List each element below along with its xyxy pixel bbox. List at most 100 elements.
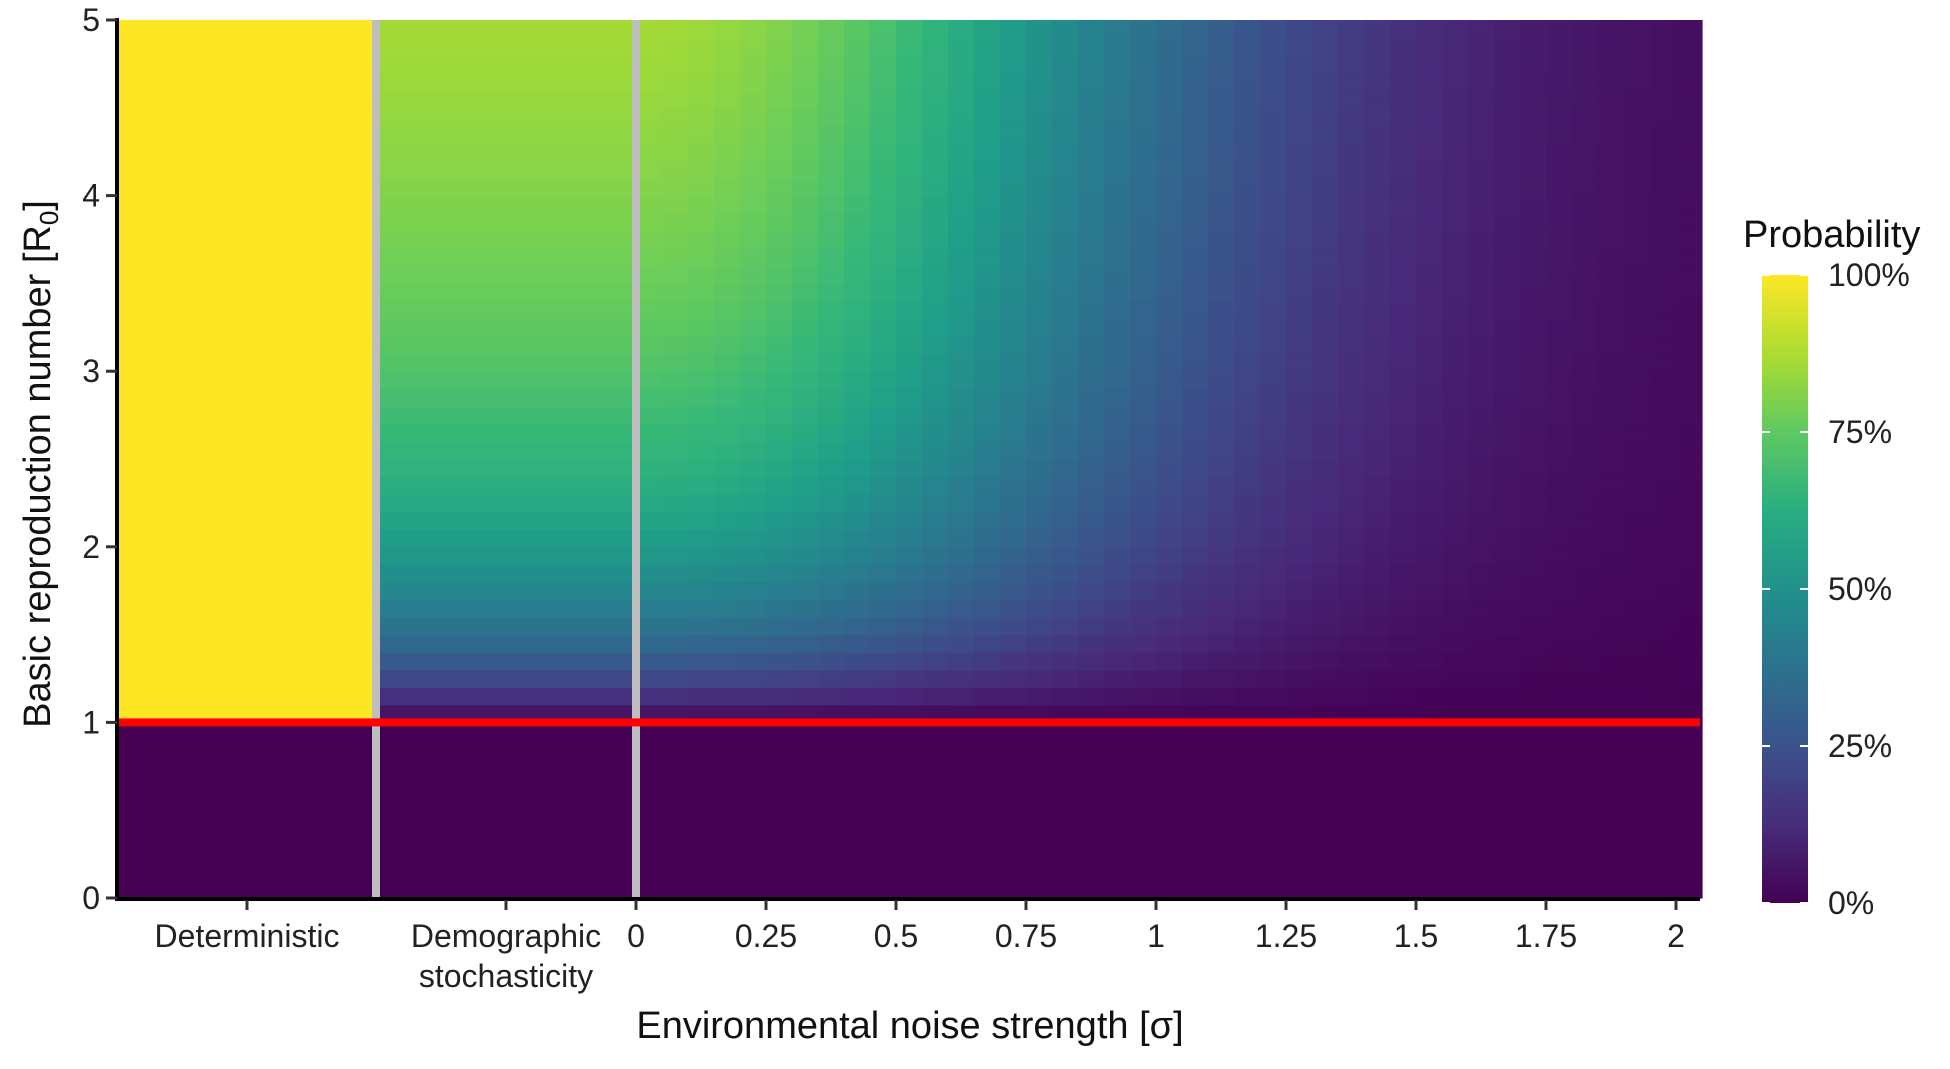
heat-cell-environmental xyxy=(1546,265,1573,284)
heat-cell-environmental xyxy=(1208,739,1235,759)
heat-cell-environmental xyxy=(1598,494,1625,513)
heat-cell-environmental xyxy=(792,230,819,249)
heat-cell-demographic xyxy=(376,441,636,460)
heat-cell-environmental xyxy=(1052,529,1079,548)
heat-cell-environmental xyxy=(714,476,741,495)
heat-cell-environmental xyxy=(1312,546,1339,565)
heat-cell-environmental xyxy=(1052,862,1079,882)
heat-cell-environmental xyxy=(1598,617,1625,636)
heat-cell-environmental xyxy=(662,652,689,671)
heat-cell-environmental xyxy=(1390,72,1417,91)
heat-cell-environmental xyxy=(1650,581,1677,601)
heat-cell-environmental xyxy=(1338,687,1365,706)
heat-cell-environmental xyxy=(922,511,949,530)
heat-cell-environmental xyxy=(636,160,663,179)
heat-cell-environmental xyxy=(1624,757,1651,776)
heat-cell-environmental xyxy=(740,722,767,741)
heat-cell-environmental xyxy=(1234,300,1261,320)
heat-cell-environmental xyxy=(1156,617,1183,636)
heat-cell-environmental xyxy=(1624,687,1651,706)
heat-cell-environmental xyxy=(974,318,1001,337)
heat-cell-environmental xyxy=(1208,336,1235,355)
heat-cell-environmental xyxy=(1000,283,1027,302)
heat-cell-environmental xyxy=(1234,775,1261,794)
heat-cell-environmental xyxy=(1078,529,1105,548)
heat-cell-environmental xyxy=(1390,757,1417,776)
heat-cell-environmental xyxy=(844,687,871,706)
heat-cell-environmental xyxy=(740,300,767,320)
heat-cell-environmental xyxy=(714,792,741,811)
heat-cell-environmental xyxy=(662,371,689,390)
heat-cell-environmental xyxy=(922,371,949,390)
heat-cell-environmental xyxy=(948,107,975,126)
heat-cell-environmental xyxy=(1676,652,1703,671)
heat-cell-environmental xyxy=(766,371,793,390)
heat-cell-environmental xyxy=(1598,318,1625,337)
heat-cell-environmental xyxy=(1572,371,1599,390)
heat-cell-environmental xyxy=(1546,55,1573,74)
heat-cell-environmental xyxy=(1052,37,1079,56)
heat-cell-environmental xyxy=(844,564,871,583)
heat-cell-environmental xyxy=(1494,283,1521,302)
heat-cell-environmental xyxy=(870,72,897,91)
heat-cell-environmental xyxy=(1572,265,1599,284)
heat-cell-environmental xyxy=(636,775,663,794)
heat-cell-environmental xyxy=(1416,230,1443,249)
heat-cell-environmental xyxy=(1572,423,1599,443)
heat-cell-environmental xyxy=(766,617,793,636)
heat-cell-environmental xyxy=(1234,757,1261,776)
heat-cell-environmental xyxy=(1546,687,1573,706)
heat-cell-environmental xyxy=(974,371,1001,390)
heat-cell-environmental xyxy=(1676,371,1703,390)
heat-cell-environmental xyxy=(1338,581,1365,601)
heat-cell-environmental xyxy=(1650,160,1677,179)
heat-cell-environmental xyxy=(1624,318,1651,337)
heat-cell-environmental xyxy=(1312,564,1339,583)
heat-cell-environmental xyxy=(766,599,793,618)
heat-cell-environmental xyxy=(1338,546,1365,565)
heat-cell-environmental xyxy=(870,775,897,794)
heat-cell-environmental xyxy=(1650,72,1677,91)
heat-cell-environmental xyxy=(1156,336,1183,355)
heat-cell-environmental xyxy=(1520,406,1547,425)
heat-cell-environmental xyxy=(1182,72,1209,91)
heat-cell-environmental xyxy=(1000,72,1027,91)
heat-cell-environmental xyxy=(714,20,741,39)
heat-cell-environmental xyxy=(1312,265,1339,284)
heat-cell-environmental xyxy=(870,406,897,425)
y-tick-label: 5 xyxy=(82,2,100,38)
heat-cell-environmental xyxy=(1182,792,1209,811)
heat-cell-environmental xyxy=(1520,336,1547,355)
heat-cell-environmental xyxy=(1572,37,1599,56)
heat-cell-environmental xyxy=(1494,845,1521,864)
heat-cell-environmental xyxy=(1676,827,1703,846)
heat-cell-environmental xyxy=(1182,178,1209,197)
heat-cell-environmental xyxy=(1208,459,1235,478)
heat-cell-environmental xyxy=(1650,230,1677,249)
heat-cell-environmental xyxy=(1286,336,1313,355)
heat-cell-environmental xyxy=(1078,318,1105,337)
heat-cell-environmental xyxy=(1312,423,1339,443)
heat-cell-environmental xyxy=(974,37,1001,56)
heat-cell-environmental xyxy=(1442,617,1469,636)
heat-cell-environmental xyxy=(1572,388,1599,407)
heat-cell-environmental xyxy=(1078,107,1105,126)
heat-cell-environmental xyxy=(1286,318,1313,337)
heat-cell-environmental xyxy=(1338,230,1365,249)
heat-cell-environmental xyxy=(948,529,975,548)
heat-cell-environmental xyxy=(896,195,923,214)
heat-cell-environmental xyxy=(948,757,975,776)
heat-cell-environmental xyxy=(818,142,845,162)
heat-cell-environmental xyxy=(1208,599,1235,618)
heat-cell-environmental xyxy=(1260,617,1287,636)
heat-cell-environmental xyxy=(1676,476,1703,495)
heat-cell-environmental xyxy=(1312,142,1339,162)
heat-cell-environmental xyxy=(974,775,1001,794)
heat-cell-environmental xyxy=(636,142,663,162)
heat-cell-environmental xyxy=(1572,90,1599,109)
heat-cell-environmental xyxy=(1312,529,1339,548)
heat-cell-environmental xyxy=(1494,160,1521,179)
heat-cell-environmental xyxy=(792,634,819,653)
heat-cell-demographic xyxy=(376,178,636,197)
heat-cell-environmental xyxy=(1390,248,1417,267)
